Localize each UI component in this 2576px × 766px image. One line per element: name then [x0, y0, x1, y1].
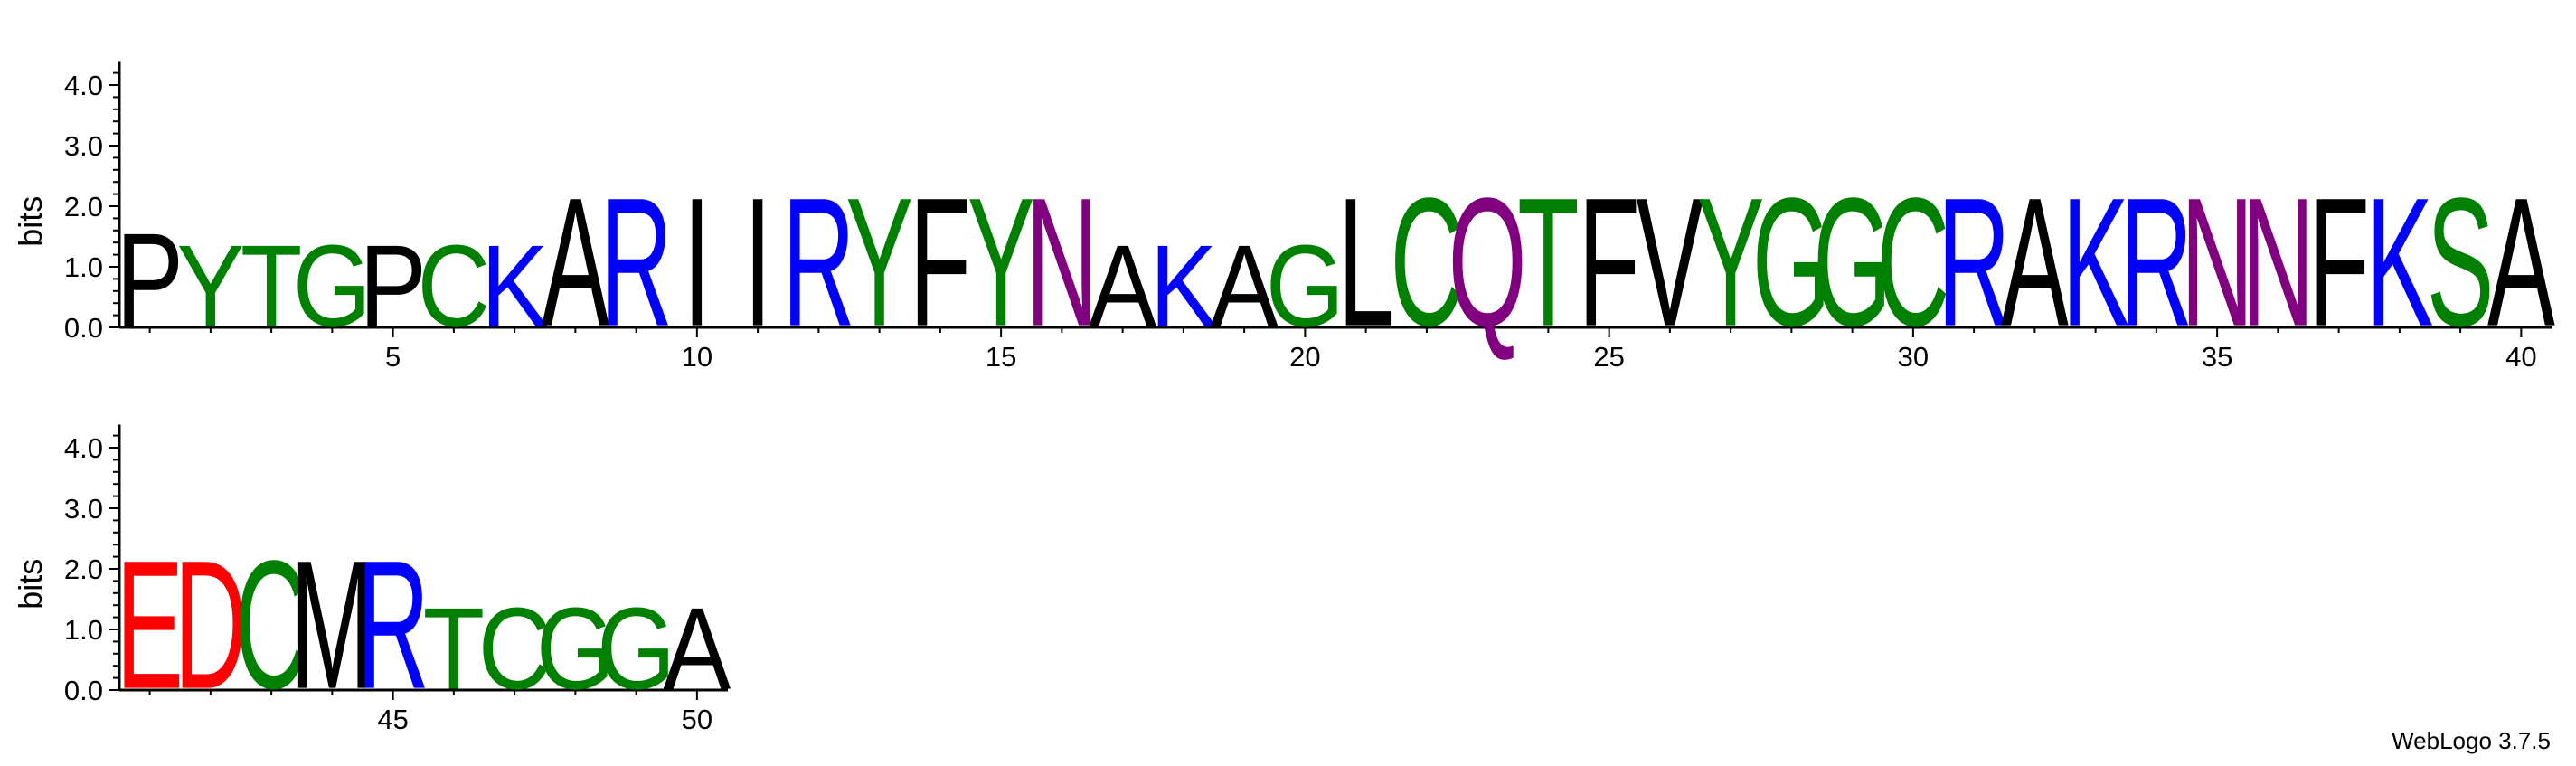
logo-letter-n: N	[1025, 159, 1099, 364]
logo-letter-y: Y	[1697, 159, 1765, 364]
logo-letter-p: P	[116, 205, 184, 354]
logo-letter-t: T	[423, 583, 485, 714]
logo-letter-g: G	[1266, 221, 1345, 351]
logo-letter-f: F	[2307, 159, 2369, 364]
y-tick-label: 1.0	[64, 614, 103, 646]
logo-letter-c: C	[235, 522, 308, 726]
logo-letter-a: A	[1089, 221, 1156, 351]
x-tick-label: 40	[2505, 341, 2536, 373]
logo-letter-a: A	[542, 159, 609, 364]
logo-letter-i: I	[744, 159, 772, 364]
y-tick-label: 4.0	[64, 70, 103, 101]
y-tick-label: 4.0	[64, 432, 103, 464]
logo-letter-k: K	[2365, 159, 2433, 364]
logo-letter-r: R	[782, 159, 855, 364]
x-tick-label: 50	[682, 704, 712, 735]
logo-letter-d: D	[174, 522, 247, 726]
logo-letter-r: R	[2119, 159, 2193, 364]
y-tick-label: 3.0	[64, 130, 103, 162]
logo-letter-q: Q	[1448, 159, 1527, 364]
logo-letter-l: L	[1337, 159, 1393, 364]
y-tick-label: 0.0	[64, 675, 103, 706]
logo-letter-f: F	[910, 159, 971, 364]
logo-letter-c: C	[478, 583, 552, 714]
weblogo-version-label: WebLogo 3.7.5	[2392, 727, 2551, 754]
logo-letter-a: A	[2001, 159, 2069, 364]
logo-letter-g: G	[597, 583, 675, 714]
logo-letter-n: N	[2181, 159, 2254, 364]
x-tick-label: 25	[1593, 341, 1624, 373]
x-tick-label: 35	[2202, 341, 2232, 373]
logo-letter-t: T	[241, 221, 302, 351]
logo-letter-k: K	[1149, 221, 1217, 351]
x-tick-label: 45	[377, 704, 408, 735]
logo-letter-a: A	[663, 583, 731, 714]
y-tick-label: 2.0	[64, 191, 103, 222]
logo-letter-c: C	[1390, 159, 1463, 364]
logo-letter-g: G	[1752, 159, 1831, 364]
y-axis-label: bits	[12, 196, 49, 247]
logo-letter-a: A	[1211, 221, 1279, 351]
logo-letter-f: F	[1578, 159, 1639, 364]
y-tick-label: 0.0	[64, 312, 103, 344]
x-tick-label: 10	[682, 341, 712, 373]
logo-letter-p: P	[359, 221, 427, 351]
x-tick-label: 15	[986, 341, 1016, 373]
y-tick-label: 1.0	[64, 251, 103, 283]
logo-letter-c: C	[417, 221, 490, 351]
y-tick-label: 3.0	[64, 493, 103, 525]
logo-letter-k: K	[481, 221, 549, 351]
logo-letter-y: Y	[176, 221, 244, 351]
logo-letter-n: N	[2241, 159, 2315, 364]
logo-letter-v: V	[1636, 159, 1703, 364]
logo-letter-m: M	[290, 522, 374, 726]
logo-letter-t: T	[1517, 159, 1579, 364]
y-axis-label: bits	[12, 559, 49, 610]
y-tick-label: 2.0	[64, 553, 103, 585]
x-tick-label: 5	[385, 341, 401, 373]
x-tick-label: 30	[1898, 341, 1929, 373]
logo-letter-a: A	[2487, 159, 2555, 364]
logo-letter-e: E	[116, 522, 184, 726]
logo-letter-r: R	[1938, 159, 2011, 364]
logo-letter-r: R	[599, 159, 673, 364]
logo-letter-g: G	[536, 583, 615, 714]
logo-letter-s: S	[2427, 159, 2495, 364]
logo-letter-y: Y	[967, 159, 1035, 364]
logo-letter-g: G	[1813, 159, 1892, 364]
x-tick-label: 20	[1289, 341, 1320, 373]
logo-letter-g: G	[293, 221, 372, 351]
logo-letter-i: I	[683, 159, 711, 364]
logo-letter-k: K	[2062, 159, 2129, 364]
logo-letter-r: R	[356, 522, 429, 726]
logo-letter-c: C	[1876, 159, 1949, 364]
logo-letter-y: Y	[845, 159, 913, 364]
